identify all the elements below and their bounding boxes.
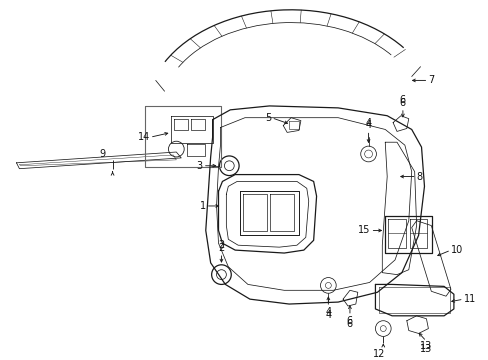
Text: 4: 4 [365, 121, 371, 130]
Text: 11: 11 [463, 294, 475, 304]
Text: 6: 6 [399, 95, 405, 105]
Text: 13: 13 [420, 341, 432, 351]
Text: 8: 8 [416, 172, 422, 181]
Text: 1: 1 [199, 201, 205, 211]
Text: 12: 12 [372, 349, 385, 359]
Text: 4: 4 [325, 307, 331, 317]
Text: 5: 5 [264, 113, 271, 123]
Text: 4: 4 [365, 117, 371, 127]
Text: 3: 3 [196, 161, 203, 171]
Text: 10: 10 [450, 245, 462, 255]
Text: 6: 6 [346, 319, 352, 329]
Text: 6: 6 [399, 98, 405, 108]
Text: 13: 13 [420, 344, 432, 354]
Text: 2: 2 [218, 240, 224, 250]
Text: 15: 15 [357, 225, 370, 235]
Text: 2: 2 [218, 243, 224, 253]
Text: 14: 14 [137, 132, 149, 142]
Text: 7: 7 [427, 76, 434, 85]
Text: 4: 4 [325, 310, 331, 320]
Text: 6: 6 [346, 316, 352, 326]
Text: 9: 9 [100, 149, 105, 159]
